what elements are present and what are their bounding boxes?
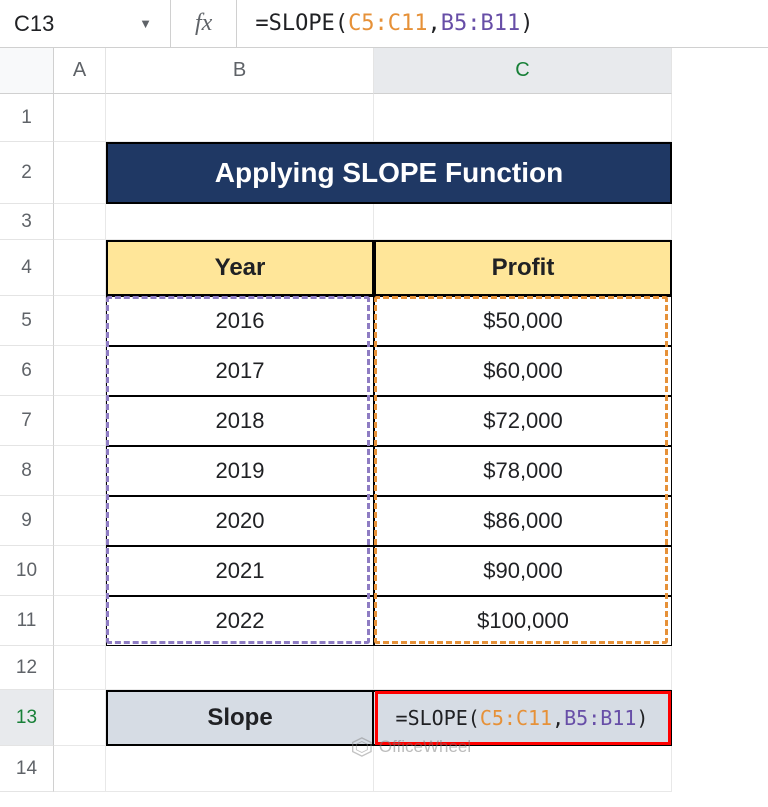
formula-fn: SLOPE xyxy=(269,11,335,36)
row-header-10[interactable]: 10 xyxy=(0,546,54,596)
formula-bar: C13 ▼ fx =SLOPE(C5:C11,B5:B11) xyxy=(0,0,768,48)
cell-C6[interactable]: $60,000 xyxy=(374,346,672,396)
fx-icon[interactable]: fx xyxy=(170,0,236,47)
row-header-1[interactable]: 1 xyxy=(0,94,54,142)
cell-A3[interactable] xyxy=(54,204,106,240)
column-header-C[interactable]: C xyxy=(374,48,672,94)
cell-C13[interactable]: =SLOPE(C5:C11,B5:B11) xyxy=(374,690,672,746)
formula-open: ( xyxy=(335,11,348,36)
cell-C8[interactable]: $78,000 xyxy=(374,446,672,496)
cell-reference: C13 xyxy=(14,11,54,37)
formula-close: ) xyxy=(520,11,533,36)
cell-A7[interactable] xyxy=(54,396,106,446)
cell-A6[interactable] xyxy=(54,346,106,396)
cell-B13[interactable]: Slope xyxy=(106,690,374,746)
cell-C10[interactable]: $90,000 xyxy=(374,546,672,596)
cell-B5[interactable]: 2016 xyxy=(106,296,374,346)
cell-B11[interactable]: 2022 xyxy=(106,596,374,646)
cell-C11[interactable]: $100,000 xyxy=(374,596,672,646)
row-header-13[interactable]: 13 xyxy=(0,690,54,746)
row-header-14[interactable]: 14 xyxy=(0,746,54,792)
cell-B4[interactable]: Year xyxy=(106,240,374,296)
name-box[interactable]: C13 ▼ xyxy=(0,11,170,37)
formula-input[interactable]: =SLOPE(C5:C11,B5:B11) xyxy=(236,0,768,47)
row-headers: 1234567891011121314 xyxy=(0,48,54,792)
formula-eq: = xyxy=(255,11,268,36)
cell-A12[interactable] xyxy=(54,646,106,690)
cell-A8[interactable] xyxy=(54,446,106,496)
cell-B6[interactable]: 2017 xyxy=(106,346,374,396)
cell-C14[interactable] xyxy=(374,746,672,792)
spreadsheet-grid: 1234567891011121314 ABC Applying SLOPE F… xyxy=(0,48,768,792)
row-header-11[interactable]: 11 xyxy=(0,596,54,646)
cells-area[interactable]: Applying SLOPE Function YearProfit2016$50… xyxy=(54,94,768,792)
formula-range2: B5:B11 xyxy=(441,11,520,36)
cell-A1[interactable] xyxy=(54,94,106,142)
cell-B9[interactable]: 2020 xyxy=(106,496,374,546)
cell-C5[interactable]: $50,000 xyxy=(374,296,672,346)
cell-B10[interactable]: 2021 xyxy=(106,546,374,596)
cell-B1[interactable] xyxy=(106,94,374,142)
row-header-5[interactable]: 5 xyxy=(0,296,54,346)
row-header-7[interactable]: 7 xyxy=(0,396,54,446)
cell-B3[interactable] xyxy=(106,204,374,240)
cell-C9[interactable]: $86,000 xyxy=(374,496,672,546)
cell-C7[interactable]: $72,000 xyxy=(374,396,672,446)
cell-A9[interactable] xyxy=(54,496,106,546)
cell-A4[interactable] xyxy=(54,240,106,296)
cell-C3[interactable] xyxy=(374,204,672,240)
row-header-12[interactable]: 12 xyxy=(0,646,54,690)
cell-B8[interactable]: 2019 xyxy=(106,446,374,496)
select-all-corner[interactable] xyxy=(0,48,54,94)
cell-B2-C2[interactable]: Applying SLOPE Function xyxy=(106,142,672,204)
cell-A11[interactable] xyxy=(54,596,106,646)
row-header-8[interactable]: 8 xyxy=(0,446,54,496)
cell-B14[interactable] xyxy=(106,746,374,792)
cell-A14[interactable] xyxy=(54,746,106,792)
row-header-9[interactable]: 9 xyxy=(0,496,54,546)
cell-C1[interactable] xyxy=(374,94,672,142)
cell-B7[interactable]: 2018 xyxy=(106,396,374,446)
cell-A10[interactable] xyxy=(54,546,106,596)
column-headers: ABC xyxy=(54,48,768,94)
cell-A2[interactable] xyxy=(54,142,106,204)
cell-A5[interactable] xyxy=(54,296,106,346)
cell-C4[interactable]: Profit xyxy=(374,240,672,296)
formula-range1: C5:C11 xyxy=(348,11,427,36)
formula-comma: , xyxy=(428,11,441,36)
cell-C12[interactable] xyxy=(374,646,672,690)
cell-B12[interactable] xyxy=(106,646,374,690)
row-header-6[interactable]: 6 xyxy=(0,346,54,396)
column-header-A[interactable]: A xyxy=(54,48,106,94)
chevron-down-icon[interactable]: ▼ xyxy=(139,16,152,31)
cell-A13[interactable] xyxy=(54,690,106,746)
column-header-B[interactable]: B xyxy=(106,48,374,94)
row-header-4[interactable]: 4 xyxy=(0,240,54,296)
row-header-3[interactable]: 3 xyxy=(0,204,54,240)
row-header-2[interactable]: 2 xyxy=(0,142,54,204)
